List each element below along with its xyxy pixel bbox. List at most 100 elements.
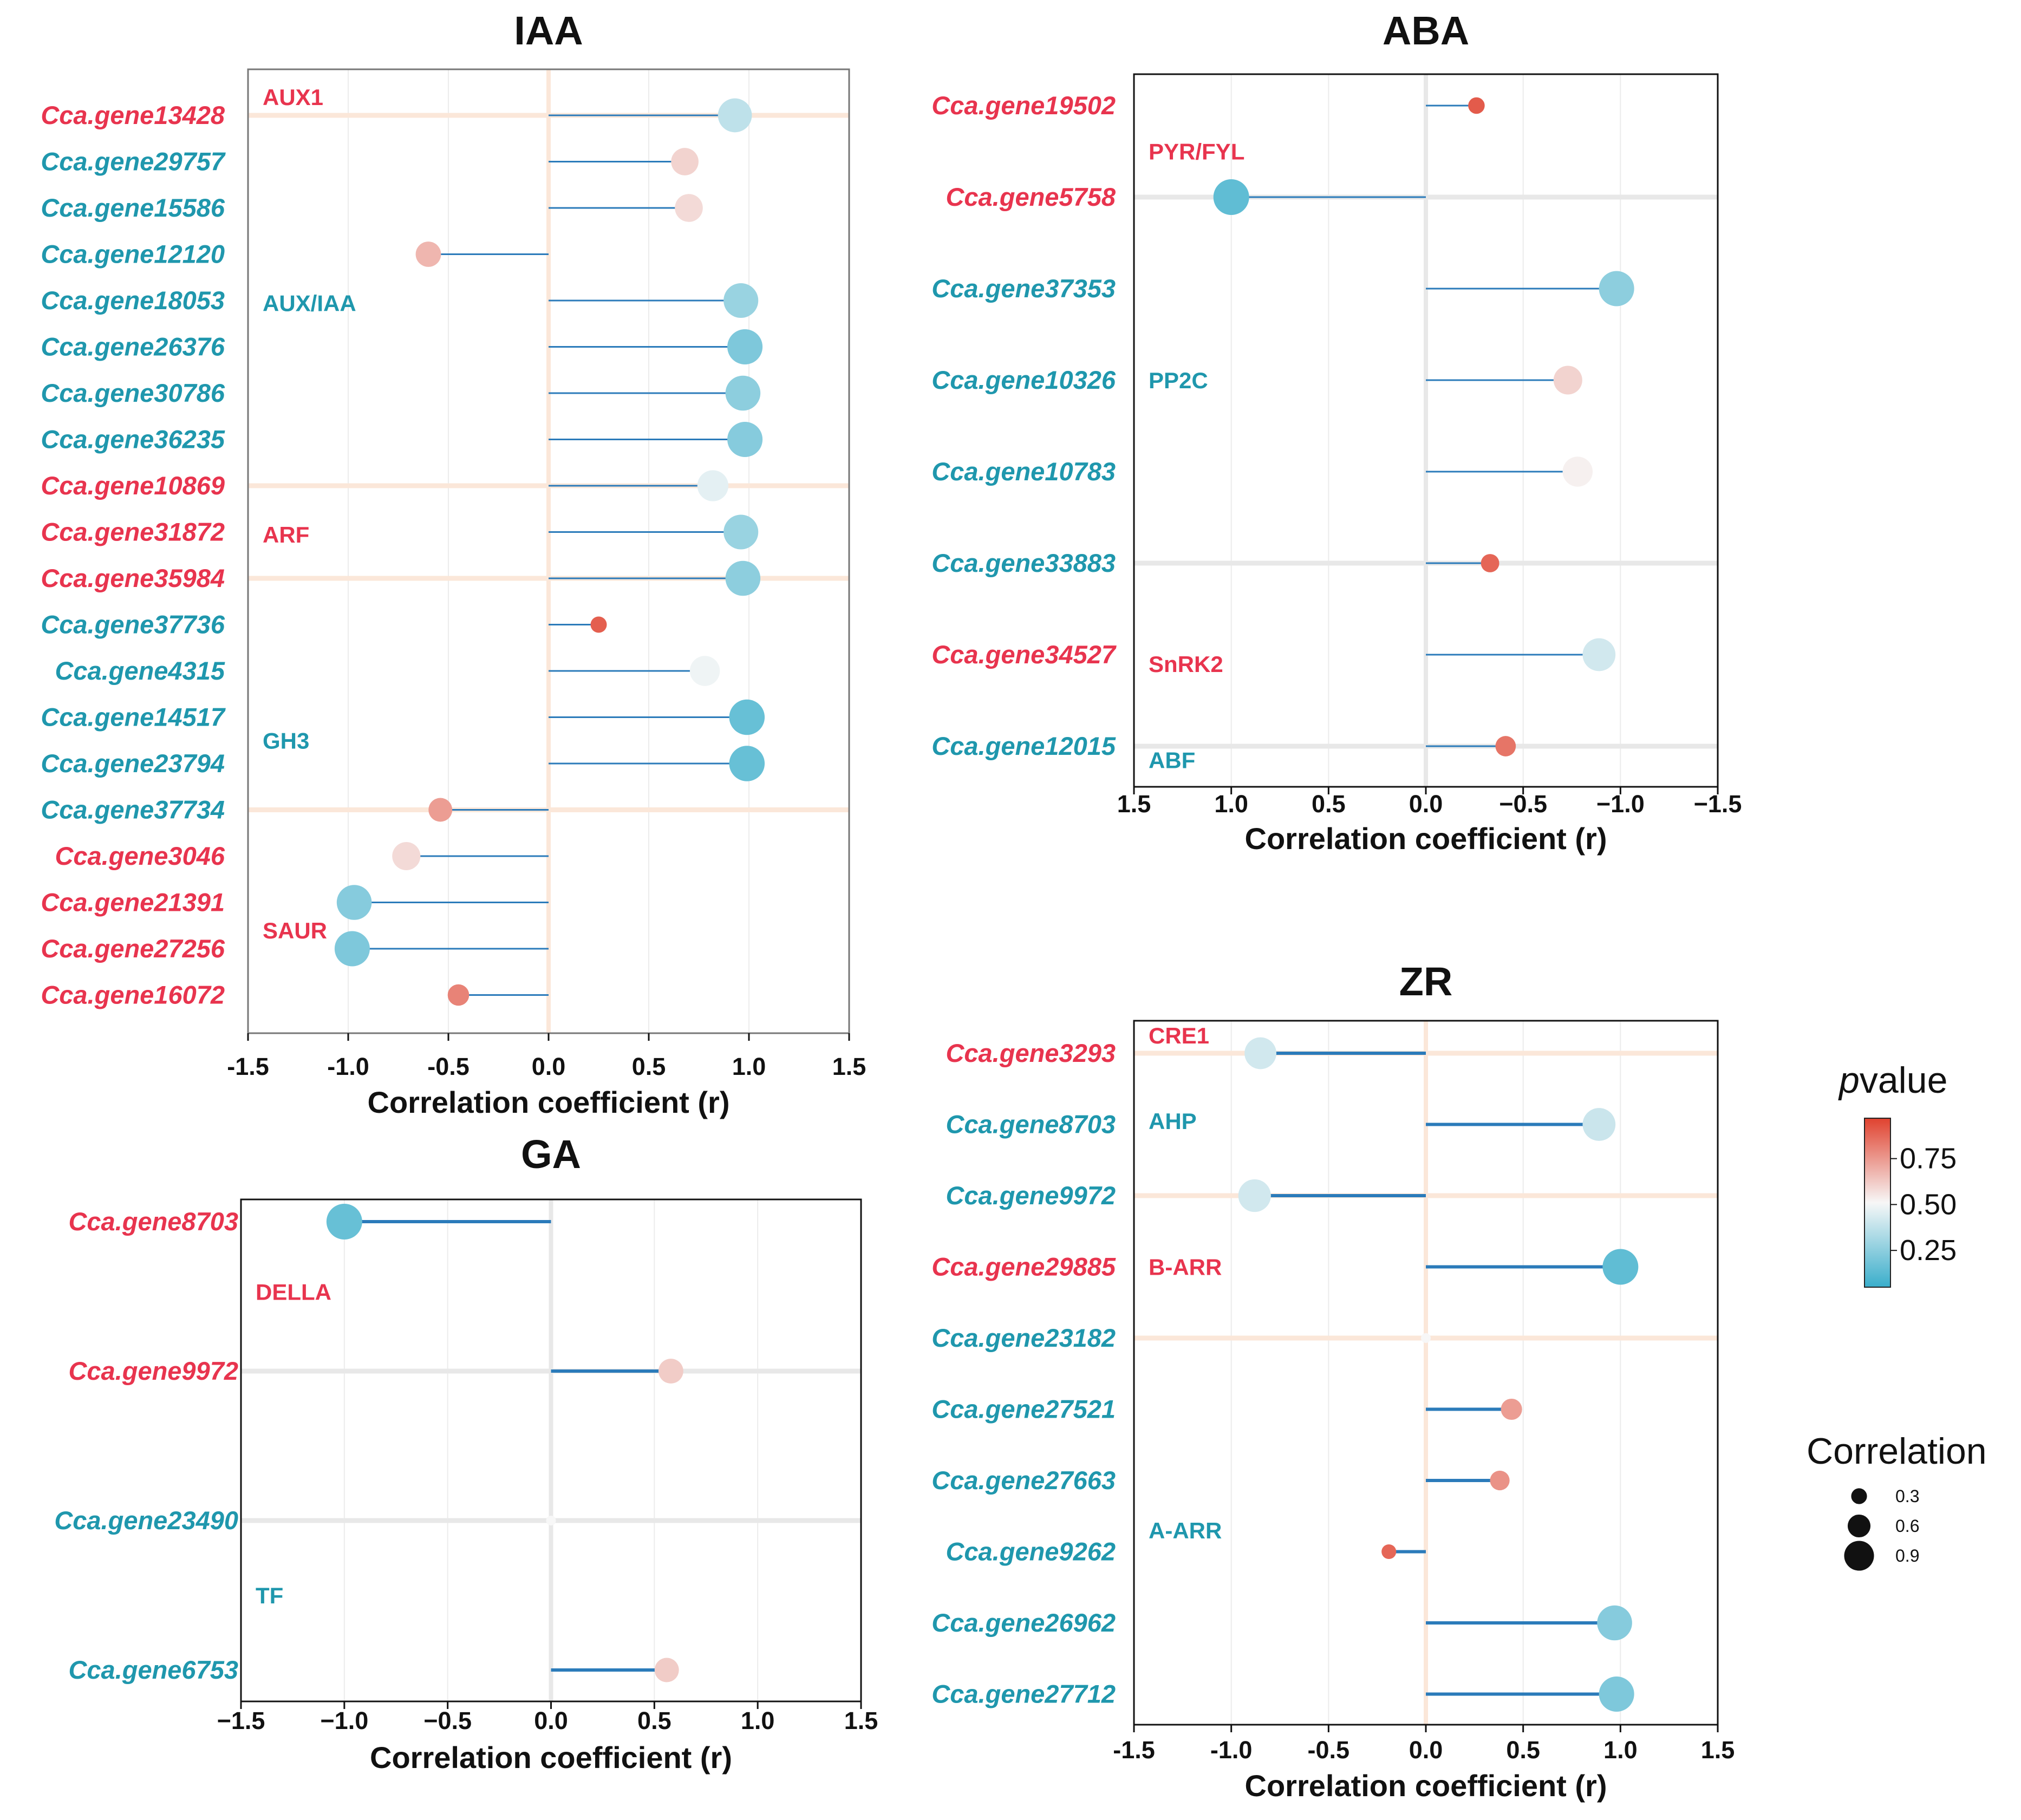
gene-label: Cca.gene5758 xyxy=(946,182,1116,211)
lollipop-dot xyxy=(1213,179,1249,215)
correlation-legend-title: Correlation xyxy=(1807,1431,1987,1472)
correlation-size-label: 0.9 xyxy=(1895,1546,1919,1565)
lollipop-dot xyxy=(1468,97,1485,114)
lollipop-dot xyxy=(1238,1179,1271,1212)
lollipop-dot xyxy=(326,1204,362,1240)
x-tick-label: 0.0 xyxy=(534,1707,568,1734)
correlation-size-label: 0.3 xyxy=(1895,1486,1919,1506)
lollipop-dot xyxy=(415,242,441,267)
lollipop-dot xyxy=(727,421,763,458)
x-tick-label: 0.5 xyxy=(1506,1736,1540,1764)
lollipop-dot xyxy=(689,656,720,686)
lollipop-dot xyxy=(675,194,703,222)
gene-label: Cca.gene30786 xyxy=(41,379,225,407)
x-tick-label: 1.0 xyxy=(732,1053,766,1080)
panel-ga: GA Cca.gene8703 Cca.gene9972 Cca.gene23490 C… xyxy=(54,1132,878,1775)
gene-label: Cca.gene16072 xyxy=(41,981,225,1009)
gene-label: Cca.gene31872 xyxy=(41,518,225,546)
x-axis-label: Correlation coefficient (r) xyxy=(370,1740,732,1775)
gene-label: Cca.gene36235 xyxy=(41,425,225,454)
correlation-legend-items: 0.3 0.6 0.9 xyxy=(1844,1486,1919,1571)
x-tick-label: 0.0 xyxy=(532,1053,566,1080)
group-label: ABF xyxy=(1149,747,1195,773)
gene-label: Cca.gene15586 xyxy=(41,193,225,222)
group-label: GH3 xyxy=(263,728,309,753)
lollipop-dot xyxy=(447,984,470,1006)
lollipop-dot xyxy=(1597,1605,1632,1641)
x-tick-label: 1.5 xyxy=(1701,1736,1735,1764)
x-tick-label: −0.5 xyxy=(1499,790,1547,818)
x-tick-label: 0.0 xyxy=(1409,790,1443,818)
gene-label: Cca.gene8703 xyxy=(946,1110,1116,1139)
pvalue-colorbar xyxy=(1864,1118,1891,1288)
gene-label: Cca.gene21391 xyxy=(41,888,225,917)
gene-label: Cca.gene26962 xyxy=(931,1608,1116,1637)
x-tick-label: −1.5 xyxy=(1694,790,1742,818)
gene-label: Cca.gene29757 xyxy=(41,147,226,176)
chart-title: ABA xyxy=(1383,8,1469,53)
lollipop-dot xyxy=(336,885,372,920)
gene-label: Cca.gene3293 xyxy=(946,1039,1116,1067)
x-tick-label: 1.0 xyxy=(1603,1736,1638,1764)
x-tick-label: -0.5 xyxy=(1308,1736,1350,1764)
lollipop-dot xyxy=(658,1359,683,1384)
group-label: PYR/FYL xyxy=(1149,139,1244,165)
lollipop-dot xyxy=(1602,1249,1639,1285)
group-label: AHP xyxy=(1149,1108,1197,1134)
x-tick-label: −1.5 xyxy=(217,1707,265,1734)
lollipop-dot xyxy=(1421,1333,1431,1343)
x-tick-label: 1.5 xyxy=(832,1053,866,1080)
lollipop-dot xyxy=(1582,638,1616,671)
gene-label: Cca.gene37353 xyxy=(931,274,1116,303)
pvalue-tick-label: 0.50 xyxy=(1900,1188,1957,1221)
gene-label: Cca.gene12120 xyxy=(41,240,225,269)
gene-label: Cca.gene29885 xyxy=(931,1253,1116,1281)
correlation-legend: Correlation 0.3 0.6 0.9 xyxy=(1807,1431,1987,1571)
x-tick-label: -0.5 xyxy=(427,1053,470,1080)
panel-zr: ZR Cca.gene3293 Cca.gene8703 Cca.gene9972 Cc… xyxy=(931,959,1735,1803)
group-label: AUX1 xyxy=(263,84,323,110)
group-label: SAUR xyxy=(263,918,327,943)
gene-label: Cca.gene34527 xyxy=(931,640,1117,669)
gene-label: Cca.gene12015 xyxy=(931,732,1116,760)
lollipop-dot xyxy=(428,798,453,822)
gene-label: Cca.gene10783 xyxy=(931,457,1116,486)
group-label: TF xyxy=(256,1583,283,1608)
gene-label: Cca.gene27256 xyxy=(41,934,225,963)
group-label: PP2C xyxy=(1149,368,1208,393)
pvalue-legend: pvalue 0.75 0.50 0.25 xyxy=(1838,1060,1957,1288)
lollipop-dot xyxy=(1599,271,1634,306)
gene-label: Cca.gene19502 xyxy=(931,91,1116,120)
gene-label: Cca.gene23490 xyxy=(54,1506,238,1535)
correlation-size-dot xyxy=(1844,1541,1874,1571)
gene-label: Cca.gene18053 xyxy=(41,286,225,315)
lollipop-dot xyxy=(654,1658,679,1682)
group-label: B-ARR xyxy=(1149,1255,1222,1280)
panel-aba: ABA Cca.gene19502 Cca.gene5758 Cca.gene3735… xyxy=(931,8,1742,856)
lollipop-dot xyxy=(1599,1676,1634,1712)
pvalue-tick-label: 0.75 xyxy=(1900,1143,1957,1175)
gene-label: Cca.gene27521 xyxy=(931,1395,1116,1424)
x-tick-label: 0.5 xyxy=(637,1707,672,1734)
gene-label: Cca.gene3046 xyxy=(55,841,225,870)
lollipop-dot xyxy=(729,699,765,735)
lollipop-dot xyxy=(723,283,759,318)
lollipop-dot xyxy=(697,470,729,501)
x-tick-label: 1.5 xyxy=(844,1707,878,1734)
x-tick-label: −1.0 xyxy=(1596,790,1645,818)
lollipop-dot xyxy=(1490,1470,1510,1491)
x-tick-label: -1.0 xyxy=(1210,1736,1253,1764)
lollipop-dot xyxy=(546,1516,556,1525)
correlation-size-label: 0.6 xyxy=(1895,1516,1919,1536)
gene-label: Cca.gene14517 xyxy=(41,703,226,732)
gene-label: Cca.gene33883 xyxy=(931,549,1116,577)
lollipop-dot xyxy=(727,329,763,365)
lollipop-dot xyxy=(725,560,761,596)
x-tick-label: 1.0 xyxy=(741,1707,775,1734)
lollipop-dot xyxy=(1553,366,1582,395)
gene-label: Cca.gene37734 xyxy=(41,795,225,824)
gene-label: Cca.gene35984 xyxy=(41,564,225,592)
lollipop-dot xyxy=(1244,1037,1276,1069)
pvalue-tick-label: 0.25 xyxy=(1900,1234,1957,1267)
